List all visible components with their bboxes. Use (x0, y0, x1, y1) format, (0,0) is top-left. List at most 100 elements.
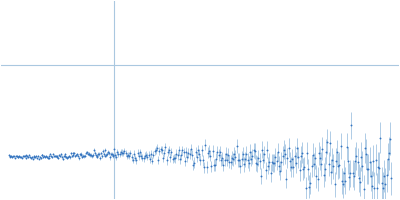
Point (30, 157, 36, 160)
Point (185, 152, 192, 155)
Point (228, 160, 234, 163)
Point (182, 160, 188, 163)
Point (197, 158, 204, 161)
Point (276, 164, 282, 167)
Point (28, 155, 35, 159)
Point (364, 167, 370, 171)
Point (378, 181, 385, 184)
Point (65, 156, 71, 159)
Point (238, 157, 245, 160)
Point (22, 156, 29, 159)
Point (6, 155, 13, 158)
Point (295, 156, 302, 159)
Point (256, 160, 263, 163)
Point (314, 177, 321, 181)
Point (128, 156, 135, 159)
Point (371, 186, 378, 189)
Point (288, 166, 294, 169)
Point (313, 175, 320, 178)
Point (80, 154, 86, 157)
Point (39, 153, 46, 156)
Point (274, 151, 281, 154)
Point (380, 187, 386, 190)
Point (348, 124, 355, 127)
Point (66, 155, 72, 158)
Point (40, 155, 46, 158)
Point (167, 156, 174, 159)
Point (362, 146, 368, 150)
Point (255, 156, 262, 159)
Point (38, 153, 45, 157)
Point (36, 156, 43, 159)
Point (131, 152, 137, 155)
Point (137, 151, 143, 154)
Point (207, 154, 213, 157)
Point (155, 158, 161, 162)
Point (312, 156, 318, 160)
Point (340, 183, 346, 186)
Point (209, 149, 216, 152)
Point (308, 164, 315, 167)
Point (382, 182, 388, 186)
Point (7, 155, 14, 158)
Point (73, 153, 79, 157)
Point (206, 149, 212, 153)
Point (133, 159, 140, 162)
Point (160, 156, 166, 159)
Point (84, 152, 91, 155)
Point (25, 155, 31, 159)
Point (304, 152, 310, 155)
Point (120, 151, 126, 154)
Point (210, 164, 217, 167)
Point (91, 149, 97, 152)
Point (55, 156, 62, 160)
Point (196, 153, 202, 156)
Point (220, 163, 227, 166)
Point (92, 154, 99, 157)
Point (384, 157, 391, 161)
Point (52, 155, 58, 158)
Point (59, 155, 65, 158)
Point (152, 148, 159, 152)
Point (100, 150, 106, 153)
Point (287, 160, 293, 163)
Point (68, 152, 74, 155)
Point (176, 149, 182, 152)
Point (329, 158, 335, 162)
Point (375, 166, 381, 169)
Point (248, 157, 254, 160)
Point (268, 161, 275, 164)
Point (93, 154, 100, 157)
Point (8, 154, 14, 158)
Point (85, 152, 92, 156)
Point (307, 181, 314, 184)
Point (293, 161, 299, 164)
Point (82, 154, 88, 157)
Point (112, 154, 118, 157)
Point (154, 146, 160, 149)
Point (44, 156, 50, 159)
Point (172, 157, 178, 160)
Point (48, 154, 54, 158)
Point (36, 157, 42, 160)
Point (325, 162, 332, 166)
Point (38, 156, 44, 159)
Point (15, 155, 22, 158)
Point (265, 164, 271, 167)
Point (232, 155, 239, 159)
Point (359, 164, 366, 168)
Point (70, 152, 77, 155)
Point (10, 155, 16, 158)
Point (86, 152, 93, 155)
Point (377, 136, 384, 139)
Point (179, 149, 186, 152)
Point (174, 153, 181, 157)
Point (46, 154, 53, 158)
Point (198, 149, 205, 152)
Point (44, 157, 51, 160)
Point (332, 159, 339, 163)
Point (124, 154, 130, 157)
Point (67, 156, 73, 159)
Point (12, 154, 19, 157)
Point (109, 154, 116, 157)
